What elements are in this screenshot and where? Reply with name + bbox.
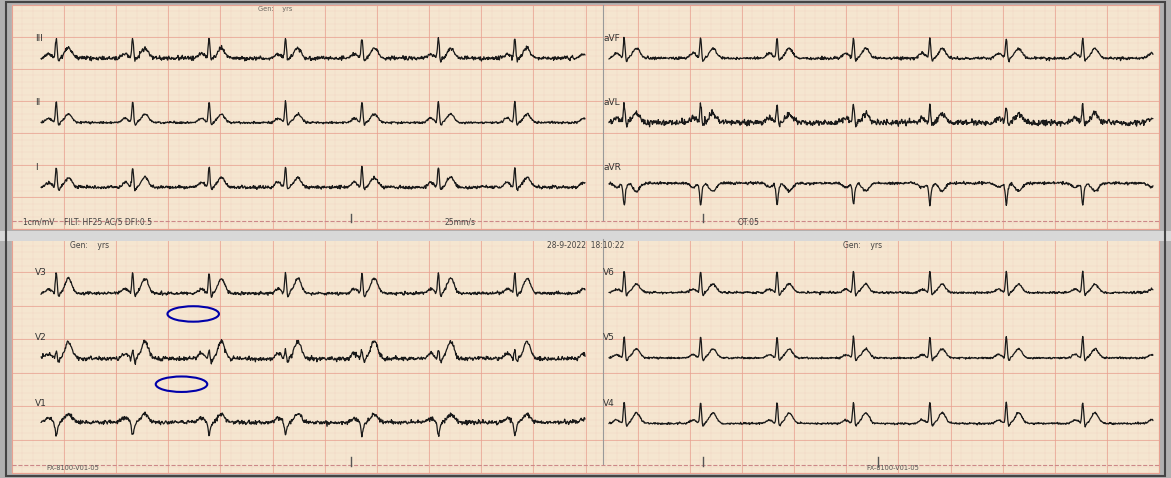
Text: 25mm/s: 25mm/s [445,217,475,227]
Bar [0,231,1171,241]
Text: FX-8100-V01-05: FX-8100-V01-05 [867,465,919,471]
Text: II: II [35,98,40,107]
Text: aVF: aVF [603,33,619,43]
Text: V4: V4 [603,399,615,408]
Text: V5: V5 [603,333,615,342]
Text: V2: V2 [35,333,47,342]
Text: aVL: aVL [603,98,619,107]
Text: aVR: aVR [603,163,621,172]
Text: Gen:    yrs: Gen: yrs [258,6,292,12]
Text: OT:05: OT:05 [738,217,760,227]
Text: Gen:    yrs: Gen: yrs [843,241,882,250]
Text: 28-9-2022  18:10:22: 28-9-2022 18:10:22 [547,241,624,250]
Text: V6: V6 [603,268,615,277]
Text: III: III [35,33,43,43]
Text: V1: V1 [35,399,47,408]
Bar [12,239,1159,473]
Text: Gen:    yrs: Gen: yrs [70,241,109,250]
Text: FX-8100-V01-05: FX-8100-V01-05 [47,465,100,471]
Text: I: I [35,163,37,172]
Text: 1cm/mV    FILT: HF25 AC/5 DFI:0.5: 1cm/mV FILT: HF25 AC/5 DFI:0.5 [23,217,152,227]
Text: V3: V3 [35,268,47,277]
Bar [12,5,1159,229]
